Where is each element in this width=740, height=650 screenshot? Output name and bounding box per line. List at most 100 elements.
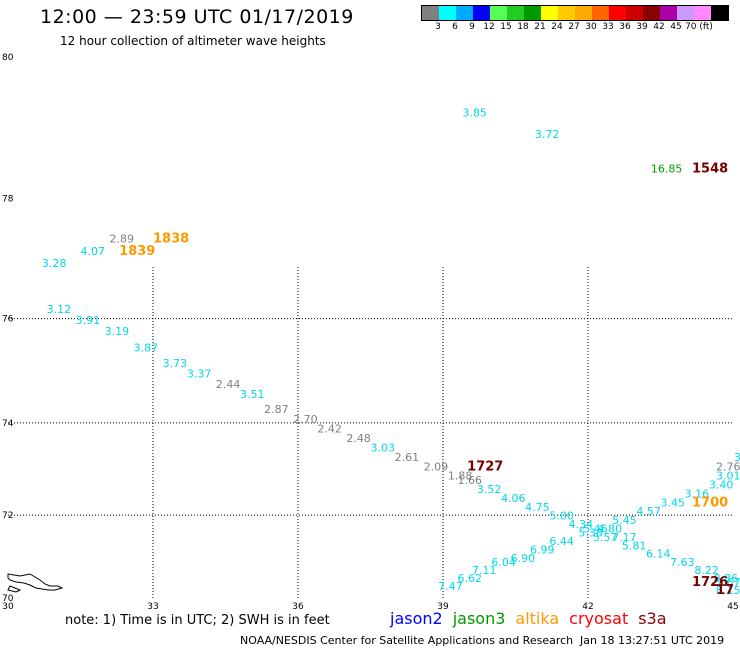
axis-tick-labels: 30 33 36 39 42 45 70 72 74 76 78 80 <box>2 53 739 612</box>
wave-height-point: 2.48 <box>346 432 371 445</box>
wave-height-point: 5.46 <box>583 522 608 535</box>
lat-tick-label: 72 <box>2 511 13 521</box>
lon-tick-label: 45 <box>727 602 738 612</box>
satellite-altika: altika <box>515 609 560 628</box>
wave-height-point: 6.44 <box>549 535 574 548</box>
wave-height-point: 7.47 <box>438 580 463 593</box>
wave-height-point: 7.63 <box>670 556 695 569</box>
wave-height-point: 3.40 <box>709 479 734 492</box>
legend-swatch <box>711 6 728 20</box>
wave-height-point: 5.57 <box>593 531 618 544</box>
wave-height-point: 5.45 <box>612 514 637 527</box>
wave-height-point: 8.86 <box>714 572 739 585</box>
wave-height-point: 3.45 <box>661 496 686 509</box>
legend-swatch <box>677 6 694 20</box>
legend-label: 33 <box>602 22 614 32</box>
wave-height-point: 3.37 <box>187 368 212 381</box>
satellite-key: jason2 jason3 altika cryosat s3a <box>390 609 677 628</box>
wave-height-point: 7.11 <box>472 564 497 577</box>
wave-height-point: 3.87 <box>134 341 159 354</box>
legend-swatch <box>507 6 524 20</box>
legend-swatch <box>524 6 541 20</box>
legend-swatch <box>609 6 626 20</box>
wave-height-point: 2.44 <box>216 378 241 391</box>
wave-height-point: 6.90 <box>511 552 535 565</box>
wave-height-point: 2.76 <box>716 460 740 473</box>
wave-height-point: 5.00 <box>549 510 574 523</box>
legend-swatch <box>643 6 660 20</box>
satellite-jason2: jason2 <box>390 609 443 628</box>
wave-height-point: 3.01 <box>716 470 740 483</box>
lat-tick-label: 74 <box>2 419 14 429</box>
wave-height-point: 6.14 <box>646 548 671 561</box>
legend-swatch <box>660 6 677 20</box>
wave-height-point: 1700 <box>692 495 728 510</box>
legend-swatch <box>439 6 456 20</box>
legend-swatch <box>541 6 558 20</box>
wave-height-point: 4.34 <box>569 518 594 531</box>
wave-height-point: 17 <box>716 583 734 598</box>
wave-height-points: 3.85 3.72 16.85 1548 2.89 1838 4.07 1839 3.28 3.1… <box>42 107 740 598</box>
wave-height-point: 6.04 <box>491 556 516 569</box>
chart-title: 12:00 — 23:59 UTC 01/17/2019 <box>40 6 354 28</box>
legend-labels: 3 6 9 12 15 18 21 24 27 30 33 36 39 42 45 70 (ft) <box>421 22 729 34</box>
legend-color-bar <box>421 5 729 21</box>
wave-height-point: 1727 <box>467 459 503 474</box>
lon-tick-label: 36 <box>292 602 304 612</box>
legend-label: 15 <box>500 22 512 32</box>
wave-height-point: 7.17 <box>612 531 637 544</box>
satellite-cryosat: cryosat <box>569 609 629 628</box>
legend-label: 36 <box>619 22 631 32</box>
wave-height-point: 1839 <box>119 244 155 259</box>
legend-label: 18 <box>517 22 529 32</box>
legend-swatch <box>456 6 473 20</box>
lon-tick-label: 30 <box>2 602 14 612</box>
lon-tick-label: 42 <box>582 602 593 612</box>
legend-swatch <box>592 6 609 20</box>
wave-height-point: 4.06 <box>501 492 526 505</box>
legend-label: 24 <box>551 22 563 32</box>
legend-label: 42 <box>653 22 665 32</box>
wave-height-point: 3.12 <box>47 303 72 316</box>
wave-height-point: 3.85 <box>462 107 487 120</box>
legend-swatch <box>473 6 490 20</box>
wave-height-point: 8.22 <box>694 564 719 577</box>
footer-note: note: 1) Time is in UTC; 2) SWH is in fe… <box>65 613 330 628</box>
wave-height-point: 8.15 <box>716 584 740 597</box>
wave-height-point: 4.80 <box>598 522 623 535</box>
legend-label: 30 <box>585 22 597 32</box>
wave-height-point: 3.28 <box>42 257 66 270</box>
legend-label: 3 <box>435 22 441 32</box>
satellite-s3a: s3a <box>638 609 667 628</box>
wave-height-point: 7.67 <box>716 576 740 589</box>
wave-height-point: 4.07 <box>81 245 106 258</box>
lat-tick-label: 70 <box>2 594 14 604</box>
wave-height-point: 3.91 <box>76 314 101 327</box>
legend-label: 21 <box>534 22 546 32</box>
wave-height-point: 2.89 <box>110 233 135 246</box>
wave-height-point: 3.72 <box>535 128 560 141</box>
satellite-jason3: jason3 <box>452 609 506 628</box>
wave-height-point: 2.42 <box>317 423 342 436</box>
lon-tick-label: 39 <box>437 602 449 612</box>
wave-height-point: 1548 <box>692 161 728 176</box>
wave-height-point: 3.16 <box>685 488 710 501</box>
lat-tick-label: 76 <box>2 315 14 325</box>
wave-height-legend: 3 6 9 12 15 18 21 24 27 30 33 36 39 42 45 70 (ft) <box>421 5 729 34</box>
lat-lon-grid <box>8 266 733 598</box>
lat-tick-label: 80 <box>2 53 14 63</box>
legend-label: 70 (ft) <box>685 22 713 32</box>
wave-height-point: 6.99 <box>530 543 555 556</box>
legend-swatch <box>694 6 711 20</box>
legend-swatch <box>422 6 439 20</box>
wave-height-point: 3.73 <box>163 357 188 370</box>
legend-label: 45 <box>670 22 682 32</box>
wave-height-point: 2.09 <box>424 460 449 473</box>
wave-height-point: 3.52 <box>477 483 502 496</box>
wave-height-point: 3.19 <box>105 325 129 338</box>
wave-height-point: 2.61 <box>395 451 420 464</box>
wave-height-point: 5.81 <box>622 539 647 552</box>
chart-subtitle: 12 hour collection of altimeter wave hei… <box>60 34 326 48</box>
generation-timestamp: Jan 18 13:27:51 UTC 2019 <box>580 634 725 647</box>
